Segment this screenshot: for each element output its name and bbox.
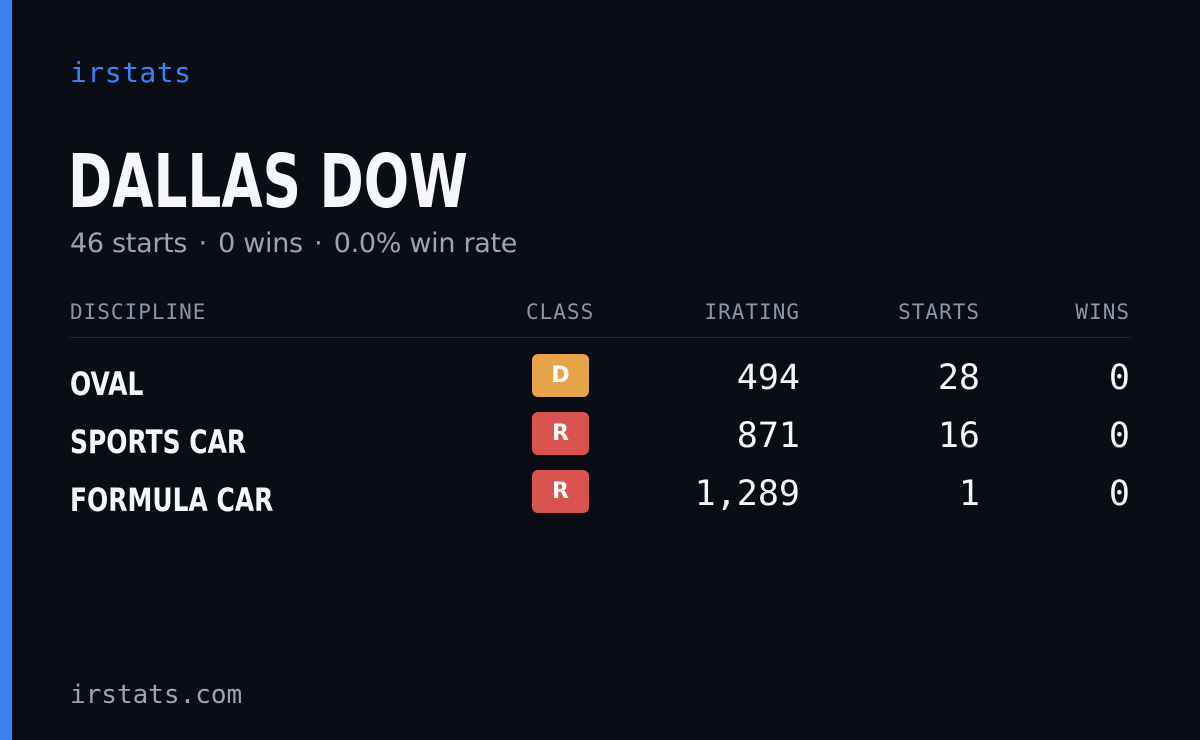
starts-value: 16 [937, 416, 980, 456]
discipline-name: OVAL [70, 365, 144, 403]
summary-separator: · [314, 228, 323, 259]
brand-logo-text: irstats [70, 56, 192, 89]
discipline-name: FORMULA CAR [70, 481, 274, 519]
table-row: OVAL D 494 28 0 [0, 352, 1200, 410]
column-header-class: CLASS [526, 300, 595, 324]
table-row: SPORTS CAR R 871 16 0 [0, 410, 1200, 468]
header-divider [70, 337, 1130, 338]
irating-value: 494 [736, 358, 800, 398]
wins-value: 0 [1108, 358, 1130, 398]
player-summary: 46 starts · 0 wins · 0.0% win rate [70, 228, 517, 259]
footer-domain: irstats.com [70, 680, 243, 710]
column-header-discipline: DISCIPLINE [70, 300, 207, 324]
accent-bar [0, 0, 12, 740]
column-header-wins: WINS [1075, 300, 1130, 324]
starts-summary: 46 starts [70, 228, 188, 259]
wins-value: 0 [1108, 416, 1130, 456]
wins-value: 0 [1108, 474, 1130, 514]
wins-summary: 0 wins [218, 228, 303, 259]
discipline-name: SPORTS CAR [70, 423, 247, 461]
win-rate-summary: 0.0% win rate [333, 228, 518, 259]
license-class-badge: R [532, 412, 589, 455]
starts-value: 28 [937, 358, 980, 398]
starts-value: 1 [958, 474, 980, 514]
summary-separator: · [198, 228, 208, 259]
license-class-badge: D [532, 354, 589, 397]
column-header-starts: STARTS [898, 300, 980, 324]
column-header-irating: IRATING [704, 300, 800, 324]
table-row: FORMULA CAR R 1,289 1 0 [0, 468, 1200, 526]
player-name: DALLAS DOW [68, 139, 468, 225]
irating-value: 871 [736, 416, 800, 456]
irating-value: 1,289 [694, 474, 800, 514]
license-class-badge: R [532, 470, 589, 513]
